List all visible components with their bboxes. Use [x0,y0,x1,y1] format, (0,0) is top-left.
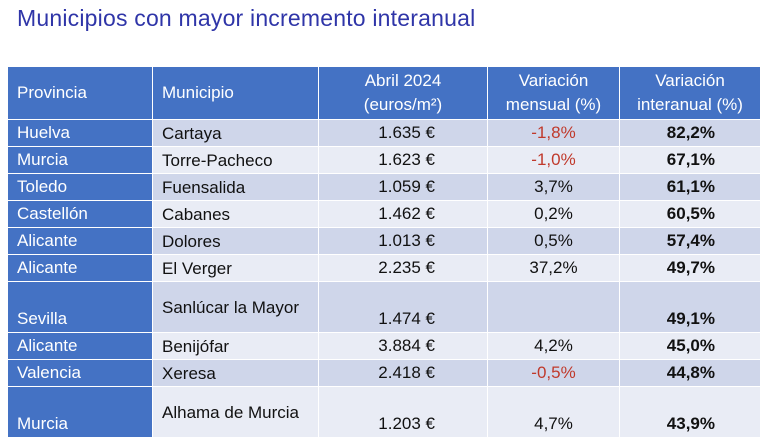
cell-municipio: El Verger [152,254,319,282]
cell-variacion-interanual: 45,0% [619,332,761,360]
header-precio-line2: (euros/m²) [363,95,443,114]
cell-provincia: Valencia [7,359,153,387]
page-title: Municipios con mayor incremento interanu… [17,5,476,31]
cell-variacion-interanual: 61,1% [619,173,761,201]
cell-variacion-mensual: 37,2% [487,254,620,282]
header-row: Provincia Municipio Abril 2024 (euros/m²… [7,66,761,120]
cell-provincia: Huelva [7,119,153,147]
cell-precio: 3.884 € [318,332,488,360]
cell-variacion-mensual: 4,7% [487,386,620,438]
cell-variacion-interanual: 82,2% [619,119,761,147]
cell-precio: 2.418 € [318,359,488,387]
cell-precio: 1.635 € [318,119,488,147]
table-row: Murcia Torre-Pacheco 1.623 € -1,0% 67,1% [7,146,761,174]
cell-municipio: Benijófar [152,332,319,360]
cell-precio: 2.235 € [318,254,488,282]
table-row: Murcia Alhama de Murcia 1.203 € 4,7% 43,… [7,386,761,438]
cell-municipio: Fuensalida [152,173,319,201]
header-precio-line1: Abril 2024 [364,71,442,90]
cell-provincia: Murcia [7,386,153,438]
cell-precio: 1.623 € [318,146,488,174]
cell-variacion-mensual [487,281,620,333]
cell-municipio: Torre-Pacheco [152,146,319,174]
cell-precio: 1.203 € [318,386,488,438]
cell-variacion-mensual: -1,0% [487,146,620,174]
cell-municipio: Cartaya [152,119,319,147]
cell-variacion-mensual: -0,5% [487,359,620,387]
cell-variacion-mensual: 4,2% [487,332,620,360]
table-row: Alicante Benijófar 3.884 € 4,2% 45,0% [7,332,761,360]
header-variacion-mensual: Variación mensual (%) [487,66,620,120]
ranking-table: Provincia Municipio Abril 2024 (euros/m²… [7,66,761,438]
cell-variacion-mensual: 0,5% [487,227,620,255]
cell-provincia: Murcia [7,146,153,174]
cell-precio: 1.474 € [318,281,488,333]
table-row: Alicante El Verger 2.235 € 37,2% 49,7% [7,254,761,282]
header-provincia: Provincia [7,66,153,120]
cell-municipio: Sanlúcar la Mayor [152,281,319,333]
cell-variacion-interanual: 57,4% [619,227,761,255]
cell-variacion-interanual: 49,7% [619,254,761,282]
table-row: Alicante Dolores 1.013 € 0,5% 57,4% [7,227,761,255]
cell-precio: 1.059 € [318,173,488,201]
cell-variacion-interanual: 44,8% [619,359,761,387]
cell-variacion-mensual: 0,2% [487,200,620,228]
cell-provincia: Alicante [7,227,153,255]
cell-provincia: Castellón [7,200,153,228]
cell-variacion-interanual: 43,9% [619,386,761,438]
table-row: Castellón Cabanes 1.462 € 0,2% 60,5% [7,200,761,228]
table-row: Toledo Fuensalida 1.059 € 3,7% 61,1% [7,173,761,201]
cell-provincia: Sevilla [7,281,153,333]
header-mensual-line1: Variación [518,71,589,90]
cell-provincia: Toledo [7,173,153,201]
cell-provincia: Alicante [7,332,153,360]
cell-variacion-interanual: 60,5% [619,200,761,228]
cell-provincia: Alicante [7,254,153,282]
table-row: Valencia Xeresa 2.418 € -0,5% 44,8% [7,359,761,387]
header-interanual-line1: Variación [655,71,725,90]
cell-municipio: Alhama de Murcia [152,386,319,438]
table-row: Huelva Cartaya 1.635 € -1,8% 82,2% [7,119,761,147]
cell-municipio: Cabanes [152,200,319,228]
cell-variacion-mensual: 3,7% [487,173,620,201]
cell-municipio: Dolores [152,227,319,255]
cell-municipio: Xeresa [152,359,319,387]
header-variacion-interanual: Variación interanual (%) [619,66,761,120]
cell-variacion-interanual: 49,1% [619,281,761,333]
cell-variacion-interanual: 67,1% [619,146,761,174]
table-row: Sevilla Sanlúcar la Mayor 1.474 € 49,1% [7,281,761,333]
header-precio: Abril 2024 (euros/m²) [318,66,488,120]
header-mensual-line2: mensual (%) [505,95,602,114]
header-interanual-line2: interanual (%) [637,95,743,114]
cell-precio: 1.462 € [318,200,488,228]
cell-precio: 1.013 € [318,227,488,255]
header-municipio: Municipio [152,66,319,120]
cell-variacion-mensual: -1,8% [487,119,620,147]
